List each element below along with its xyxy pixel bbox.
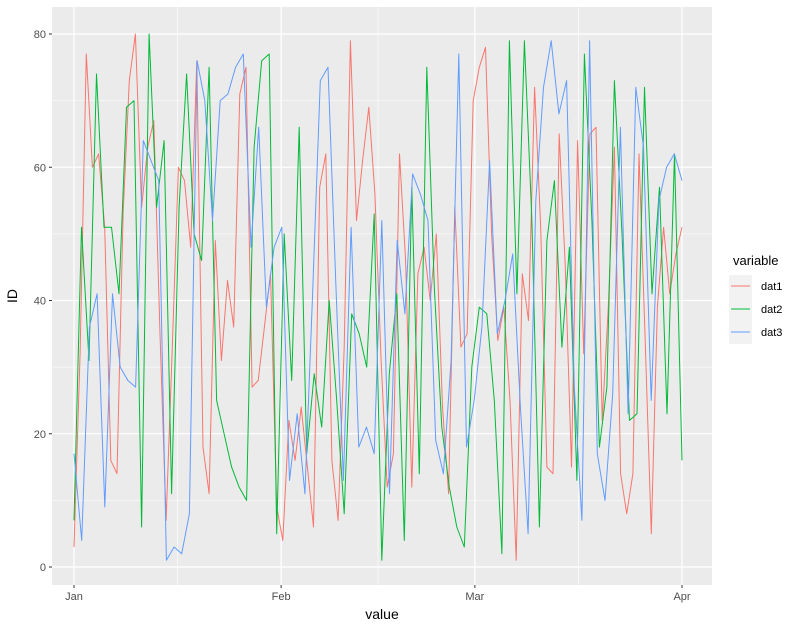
- x-axis-ticks: Jan Feb Mar Apr: [65, 585, 691, 603]
- y-tick-label: 40: [34, 296, 46, 308]
- y-axis-ticks: 0 20 40 60 80: [34, 29, 52, 574]
- series-lines: [73, 33, 683, 561]
- legend-label-dat3: dat3: [761, 327, 782, 339]
- series-line-dat2: [73, 33, 683, 561]
- legend-label-dat1: dat1: [761, 281, 782, 293]
- legend-label-dat2: dat2: [761, 304, 782, 316]
- legend-title: variable: [733, 253, 779, 268]
- x-tick-label: Mar: [465, 591, 484, 603]
- legend: variable dat1 dat2 dat3: [729, 253, 782, 344]
- x-axis-title: value: [365, 606, 399, 622]
- series-line-dat3: [73, 40, 683, 561]
- y-tick-label: 0: [40, 562, 46, 574]
- y-tick-label: 60: [34, 162, 46, 174]
- y-axis-title: ID: [4, 289, 20, 303]
- x-tick-label: Jan: [65, 591, 83, 603]
- y-tick-label: 20: [34, 429, 46, 441]
- y-tick-label: 80: [34, 29, 46, 41]
- grid-lines: [52, 7, 712, 585]
- x-tick-label: Feb: [272, 591, 291, 603]
- x-tick-label: Apr: [673, 591, 690, 603]
- panel-background: [52, 7, 712, 585]
